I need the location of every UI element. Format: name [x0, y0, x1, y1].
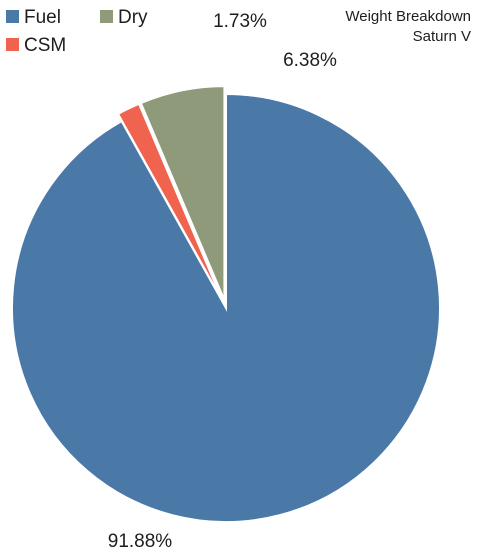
- pie-slice-fuel: [11, 92, 441, 523]
- chart-title: Weight Breakdown: [345, 8, 471, 25]
- slice-labels: 91.88% 1.73% 6.38%: [108, 11, 337, 552]
- legend-swatch-fuel: [6, 10, 19, 23]
- legend-label-csm: CSM: [24, 35, 66, 56]
- legend-swatch-dry: [100, 10, 113, 23]
- legend-label-fuel: Fuel: [24, 7, 61, 28]
- slice-label-fuel: 91.88%: [108, 531, 173, 552]
- legend-swatch-csm: [6, 38, 19, 51]
- slice-label-dry: 6.38%: [283, 50, 337, 71]
- slice-label-csm: 1.73%: [213, 11, 267, 32]
- pie-slice-csm: [116, 102, 224, 302]
- legend-label-dry: Dry: [118, 7, 148, 28]
- pie-slice-dry: [139, 85, 226, 301]
- pie-slices: [11, 85, 441, 523]
- legend: Fuel Dry CSM: [6, 7, 148, 56]
- chart-subtitle: Saturn V: [413, 28, 471, 45]
